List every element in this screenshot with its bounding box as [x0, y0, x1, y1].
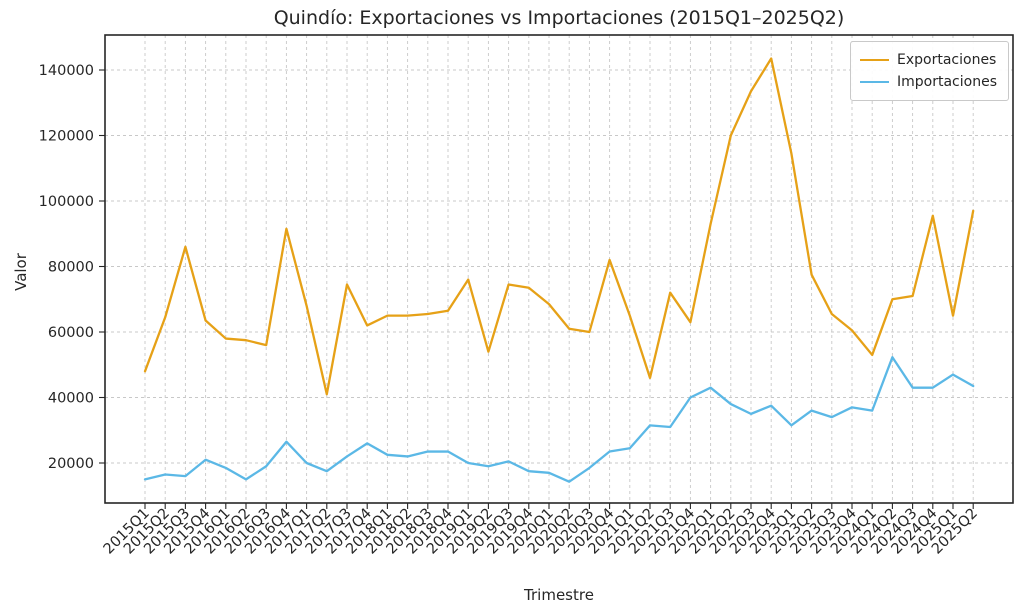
legend-label-exportaciones: Exportaciones: [897, 52, 997, 68]
importaciones-line: [143, 356, 975, 483]
legend: Exportaciones Importaciones: [850, 41, 1009, 101]
exportaciones-line-swatch: [860, 59, 890, 61]
y-axis-title: Valor: [12, 253, 30, 291]
x-axis-title: Trimestre: [524, 586, 594, 604]
axes-spines: [104, 34, 1014, 504]
y-tick-label: 40000: [48, 391, 94, 407]
legend-entry-importaciones: Importaciones: [860, 71, 997, 93]
y-tick-label: 140000: [39, 63, 94, 79]
y-tick-label: 120000: [39, 129, 94, 145]
y-tick-label: 100000: [39, 194, 94, 210]
chart-title: Quindío: Exportaciones vs Importaciones …: [273, 7, 845, 29]
y-tick-label: 80000: [48, 260, 94, 276]
importaciones-line-swatch: [860, 81, 890, 83]
legend-label-importaciones: Importaciones: [897, 74, 997, 90]
y-tick-label: 20000: [48, 456, 94, 472]
exportaciones-line: [143, 57, 975, 396]
legend-entry-exportaciones: Exportaciones: [860, 49, 997, 71]
y-tick-label: 60000: [48, 325, 94, 341]
